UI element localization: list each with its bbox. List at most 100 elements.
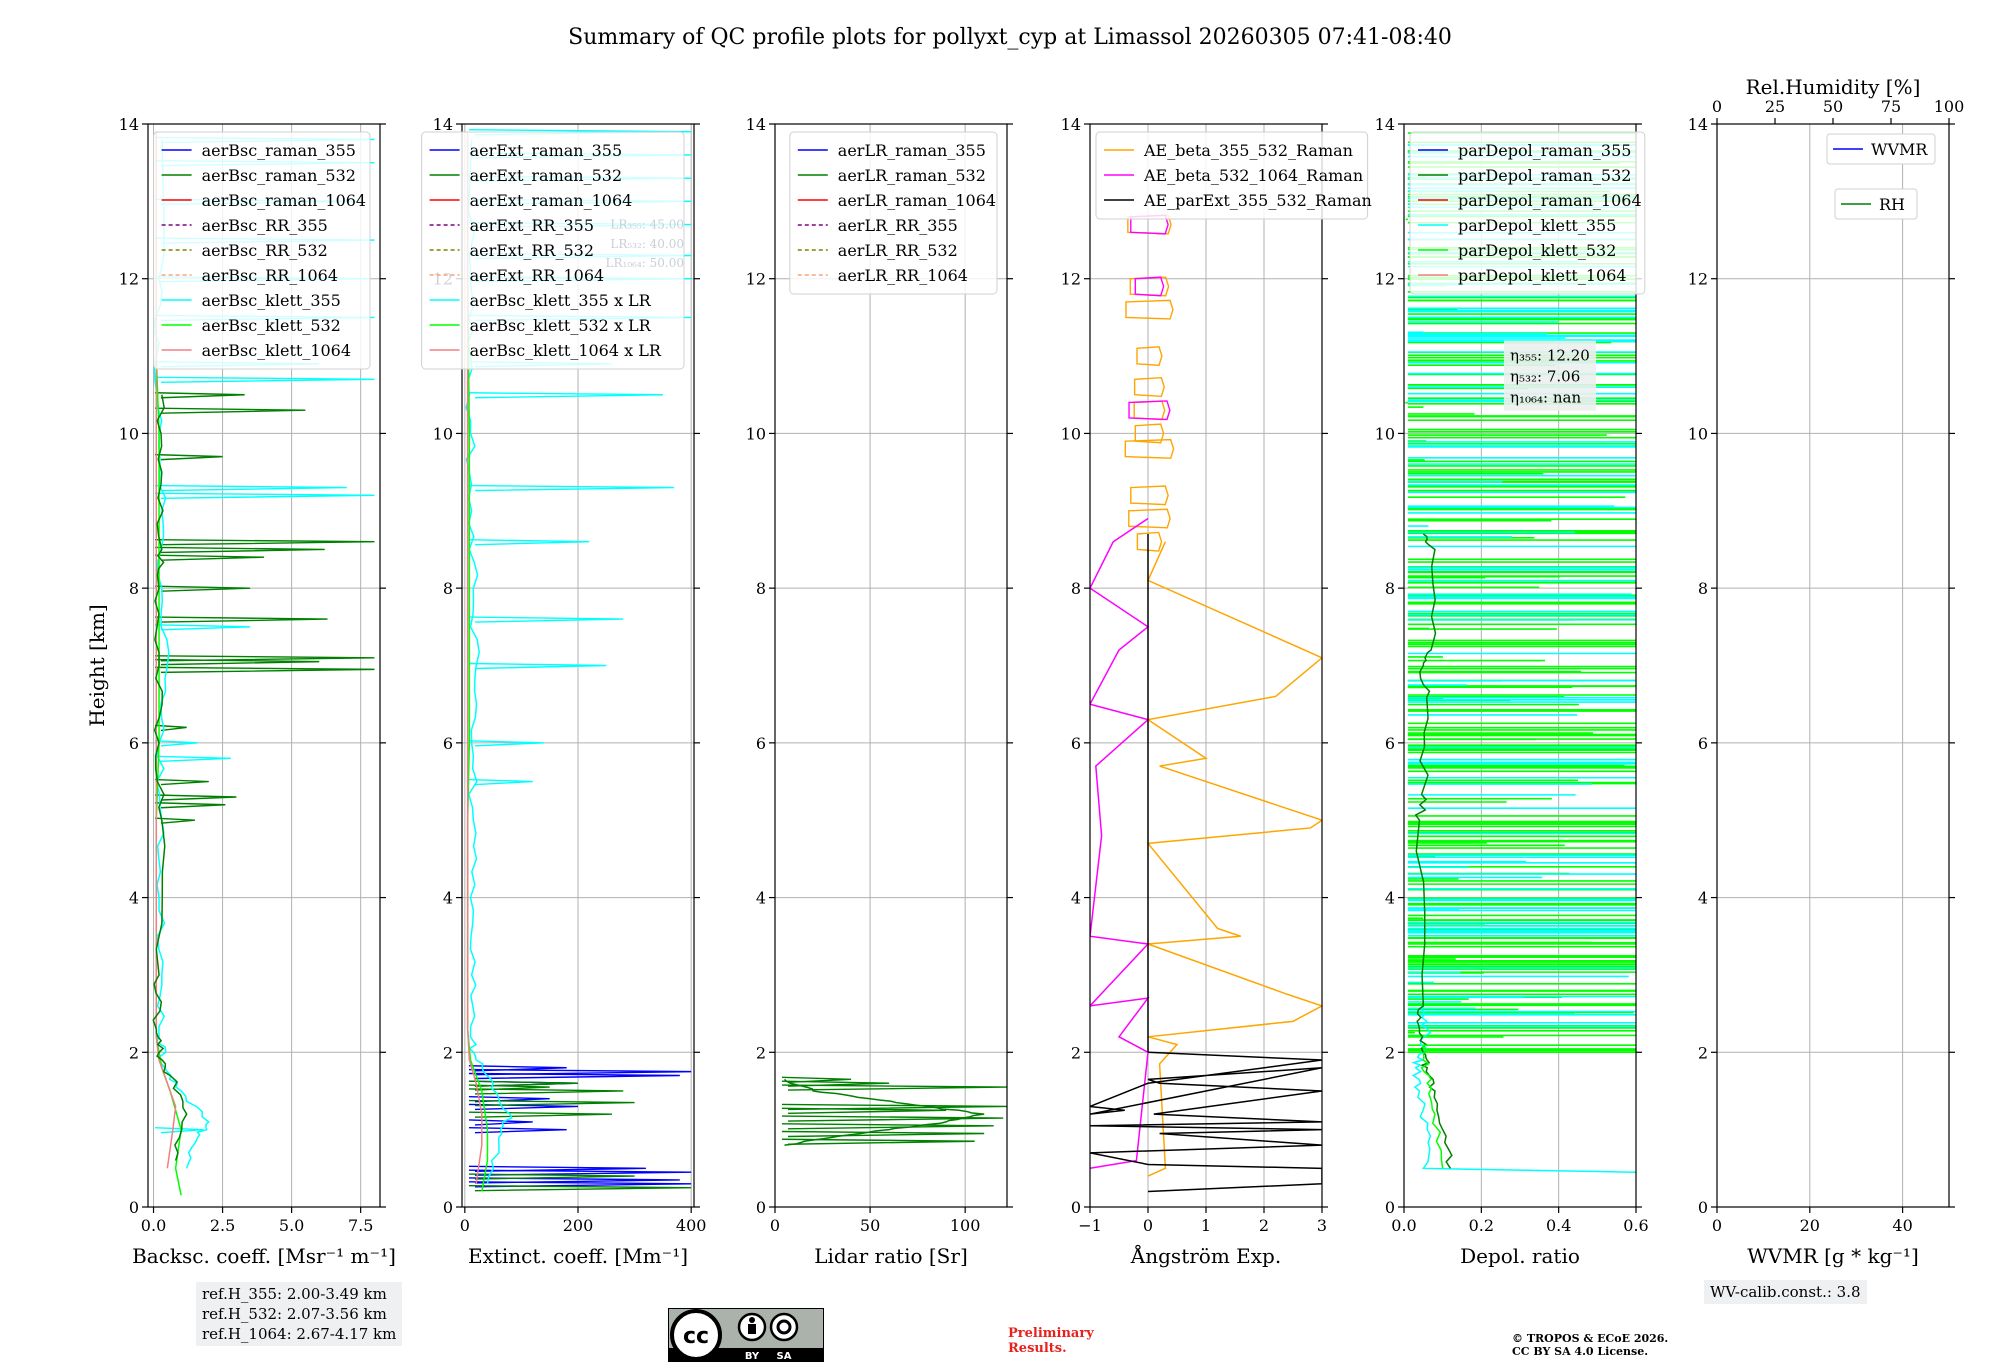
y-tick-label: 8 — [129, 579, 139, 598]
data-spike — [468, 1173, 635, 1180]
y-tick-label: 6 — [1385, 734, 1395, 753]
y-tick-label: 4 — [129, 889, 139, 908]
panel-ext: 024681012140200400Extinct. coeff. [Mm⁻¹]… — [421, 115, 706, 1268]
x-tick-label: 200 — [563, 1216, 594, 1235]
data-spike — [781, 1123, 994, 1130]
legend-label: aerLR_raman_355 — [838, 141, 986, 160]
x-tick-label: 5.0 — [279, 1216, 304, 1235]
panel-bsc: 0 2 4 6 8 10 12 14 0.0 2.5 5.0 7.5 Backsc. coeff. [M… — [85, 115, 396, 1268]
legend-label: aerExt_raman_532 — [470, 166, 623, 185]
cc-icon-text: cc — [683, 1324, 709, 1349]
y-tick-label: 10 — [1375, 424, 1395, 443]
legend-box-bsc — [153, 131, 371, 370]
preliminary-line-1: Preliminary — [1008, 1326, 1094, 1341]
data-spike — [468, 1111, 612, 1118]
data-spike — [154, 666, 375, 674]
plot-area-ae — [1090, 214, 1322, 1193]
x-tick-label: 40 — [1892, 1216, 1912, 1235]
plot-area-lr — [781, 1076, 1007, 1146]
x-axis-label-ae: Ångström Exp. — [1130, 1243, 1281, 1268]
wv-calib-const: WV-calib.const.: 3.8 — [1710, 1283, 1861, 1301]
legend-label: aerExt_RR_355 — [470, 216, 594, 235]
x-axis-label-bsc: Backsc. coeff. [Msr⁻¹ m⁻¹] — [132, 1244, 396, 1268]
panel-depol: 0 2 4 6 8 10 12 14 0.0 0.2 0.4 0.6 Depol. ratio parDe… — [1375, 115, 1649, 1268]
data-series-ae_parExt — [1090, 1051, 1322, 1193]
y-tick-label: 6 — [1071, 734, 1081, 753]
x-tick-label: 2.5 — [210, 1216, 235, 1235]
data-spike — [468, 662, 607, 670]
y-tick-label: 0 — [129, 1198, 139, 1217]
panel-lr: 0 2 4 6 8 10 12 14 0 50 100 Lidar ratio [Sr] aerLR_r… — [746, 115, 1013, 1268]
x-tick-label: 0.0 — [141, 1216, 166, 1235]
lr-label: LR₃₅₅: 45.00 — [610, 217, 684, 231]
data-blob — [1130, 485, 1169, 506]
y-tick-label: 8 — [1698, 579, 1708, 598]
y-tick-label: 12 — [746, 270, 766, 289]
copyright-line-1: © TROPOS & ECoE 2026. — [1512, 1332, 1669, 1345]
data-spike — [781, 1084, 1007, 1091]
y-tick-label: 10 — [119, 424, 139, 443]
x-tick-label: 0 — [1712, 1216, 1722, 1235]
data-spike — [154, 1126, 204, 1134]
y-tick-label: 4 — [1698, 889, 1708, 908]
x-tick-label: 0.0 — [1391, 1216, 1416, 1235]
y-tick-label: 10 — [1061, 424, 1081, 443]
lr-label: LR₅₃₂: 40.00 — [610, 237, 684, 251]
ref-height-1064: ref.H_1064: 2.67-4.17 km — [202, 1325, 397, 1343]
legend-label: aerBsc_klett_355 x LR — [470, 291, 652, 310]
legend-box-ext — [421, 131, 685, 370]
data-blob — [1136, 531, 1163, 552]
legend-label: aerLR_RR_532 — [838, 241, 958, 260]
legend-label: parDepol_klett_1064 — [1458, 266, 1627, 285]
top-x-axis-label: Rel.Humidity [%] — [1746, 75, 1921, 99]
y-tick-label: 2 — [129, 1043, 139, 1062]
data-spike — [154, 817, 196, 824]
data-spike — [154, 539, 375, 546]
y-tick-label: 14 — [746, 115, 766, 134]
data-spike — [154, 802, 226, 809]
y-tick-label: 10 — [746, 424, 766, 443]
top-x-tick-label: 25 — [1765, 97, 1785, 116]
y-tick-label: 0 — [1071, 1198, 1081, 1217]
data-blob — [1128, 508, 1171, 529]
wv-calibration-box: WV-calib.const.: 3.8 — [1704, 1280, 1867, 1304]
y-tick-label: 4 — [756, 889, 766, 908]
x-axis-label-depol: Depol. ratio — [1460, 1244, 1580, 1268]
top-x-tick-label: 75 — [1881, 97, 1901, 116]
reference-height-box: ref.H_355: 2.00-3.49 km ref.H_532: 2.07-… — [196, 1282, 403, 1346]
data-blob — [1124, 438, 1175, 459]
y-tick-label: 0 — [1698, 1198, 1708, 1217]
legend-label: aerBsc_RR_355 — [202, 216, 328, 235]
y-tick-label: 0 — [756, 1198, 766, 1217]
axes-frame-depol — [1403, 123, 1637, 1208]
x-tick-label: 1 — [1201, 1216, 1211, 1235]
y-tick-label: 8 — [1385, 579, 1395, 598]
by-label: BY — [745, 1351, 760, 1362]
top-x-tick-label: 0 — [1712, 97, 1722, 116]
data-series-aerBsc_klett_532 — [1420, 1043, 1444, 1169]
legend-label: aerBsc_RR_532 — [202, 241, 328, 260]
data-series-aerBsc_raman_532 — [783, 1078, 985, 1146]
data-spike — [154, 794, 237, 801]
data-blob — [1129, 276, 1170, 297]
legend-label: AE_beta_532_1064_Raman — [1143, 166, 1363, 185]
legend-box — [1826, 133, 1936, 165]
legend-label: aerBsc_klett_1064 — [202, 341, 351, 360]
lr-label: LR₁₀₆₄: 50.00 — [606, 256, 684, 270]
data-spike — [154, 484, 347, 492]
data-spike — [154, 585, 251, 592]
axes-frame-lr — [774, 123, 1008, 1208]
data-spike — [468, 539, 590, 546]
x-tick-label: −1 — [1078, 1216, 1102, 1235]
data-spike — [154, 655, 375, 662]
y-tick-label: 2 — [443, 1043, 453, 1062]
y-tick-label: 6 — [756, 734, 766, 753]
data-spike — [154, 376, 375, 383]
data-spike — [468, 1169, 692, 1176]
legend-box-lr — [789, 131, 998, 295]
data-spike — [154, 755, 231, 763]
top-x-tick-label: 50 — [1823, 97, 1843, 116]
eta-label: η₁₀₆₄: nan — [1510, 389, 1581, 407]
data-series-ae_beta_355_532 — [1146, 541, 1322, 1177]
y-tick-label: 0 — [443, 1198, 453, 1217]
